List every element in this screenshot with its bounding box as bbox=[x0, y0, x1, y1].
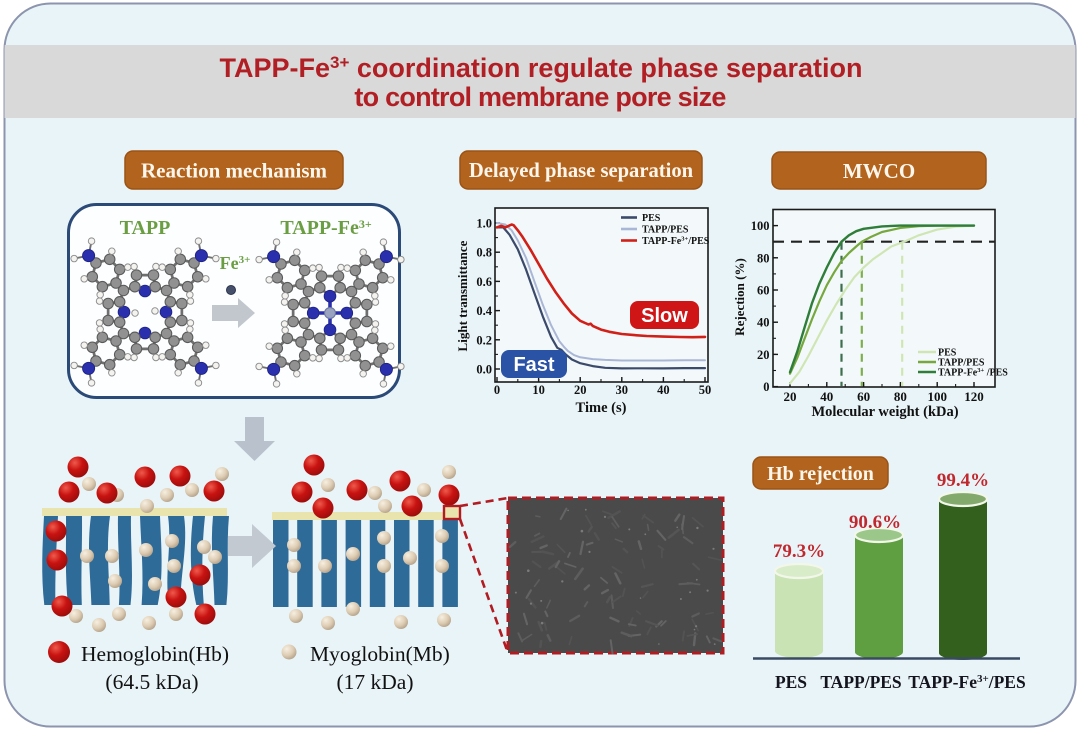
svg-text:50: 50 bbox=[699, 383, 712, 397]
svg-text:0: 0 bbox=[494, 383, 500, 397]
svg-text:30: 30 bbox=[616, 383, 629, 397]
svg-text:80: 80 bbox=[757, 251, 770, 265]
svg-text:0.8: 0.8 bbox=[476, 246, 492, 260]
svg-text:to control membrane pore size: to control membrane pore size bbox=[354, 82, 726, 112]
svg-text:Time (s): Time (s) bbox=[576, 400, 627, 416]
svg-text:90.6%: 90.6% bbox=[849, 512, 901, 533]
svg-text:40: 40 bbox=[657, 383, 670, 397]
svg-text:(17 kDa): (17 kDa) bbox=[336, 670, 413, 694]
svg-text:MWCO: MWCO bbox=[843, 159, 915, 183]
svg-text:0.4: 0.4 bbox=[476, 304, 492, 318]
svg-text:TAPP-Fe3+/PES: TAPP-Fe3+/PES bbox=[908, 672, 1025, 692]
svg-text:1.0: 1.0 bbox=[476, 217, 492, 231]
svg-text:20: 20 bbox=[757, 348, 770, 362]
svg-text:TAPP-Fe3+ /PES: TAPP-Fe3+ /PES bbox=[938, 367, 1008, 379]
svg-text:Hb rejection: Hb rejection bbox=[767, 463, 874, 485]
svg-text:79.3%: 79.3% bbox=[773, 541, 825, 562]
svg-text:10: 10 bbox=[532, 383, 545, 397]
svg-text:Reaction mechanism: Reaction mechanism bbox=[141, 158, 328, 182]
svg-text:Myoglobin(Mb): Myoglobin(Mb) bbox=[310, 642, 450, 666]
svg-text:120: 120 bbox=[964, 389, 984, 404]
svg-text:100: 100 bbox=[927, 389, 947, 404]
svg-text:PES: PES bbox=[775, 672, 807, 692]
svg-text:20: 20 bbox=[784, 389, 797, 404]
svg-text:40: 40 bbox=[820, 389, 833, 404]
svg-text:20: 20 bbox=[574, 383, 587, 397]
svg-text:Light transmittance: Light transmittance bbox=[455, 240, 470, 351]
svg-text:TAPP-Fe3+ coordination regulat: TAPP-Fe3+ coordination regulate phase se… bbox=[219, 53, 862, 83]
svg-text:0.0: 0.0 bbox=[476, 363, 492, 377]
svg-text:60: 60 bbox=[857, 389, 870, 404]
svg-text:TAPP/PES: TAPP/PES bbox=[642, 225, 689, 236]
svg-text:0.2: 0.2 bbox=[476, 333, 492, 347]
svg-text:TAPP/PES: TAPP/PES bbox=[820, 672, 901, 692]
svg-text:40: 40 bbox=[757, 316, 770, 330]
svg-text:0.6: 0.6 bbox=[476, 275, 492, 289]
svg-text:Delayed phase separation: Delayed phase separation bbox=[469, 160, 694, 182]
svg-text:PES: PES bbox=[642, 213, 661, 224]
svg-text:0: 0 bbox=[763, 380, 769, 394]
svg-text:Fast: Fast bbox=[513, 354, 554, 376]
svg-text:100: 100 bbox=[751, 219, 770, 233]
svg-text:Rejection (%): Rejection (%) bbox=[732, 258, 747, 336]
svg-text:60: 60 bbox=[757, 284, 770, 298]
svg-text:99.4%: 99.4% bbox=[937, 470, 989, 491]
svg-text:TAPP-Fe3+: TAPP-Fe3+ bbox=[280, 217, 372, 239]
svg-text:80: 80 bbox=[894, 389, 907, 404]
svg-text:TAPP-Fe3+/PES: TAPP-Fe3+/PES bbox=[642, 236, 710, 248]
svg-text:(64.5 kDa): (64.5 kDa) bbox=[105, 670, 198, 694]
svg-text:Molecular weight (kDa): Molecular weight (kDa) bbox=[811, 404, 958, 420]
svg-text:Hemoglobin(Hb): Hemoglobin(Hb) bbox=[81, 642, 229, 666]
svg-text:Slow: Slow bbox=[641, 305, 688, 327]
svg-text:TAPP: TAPP bbox=[120, 217, 171, 239]
